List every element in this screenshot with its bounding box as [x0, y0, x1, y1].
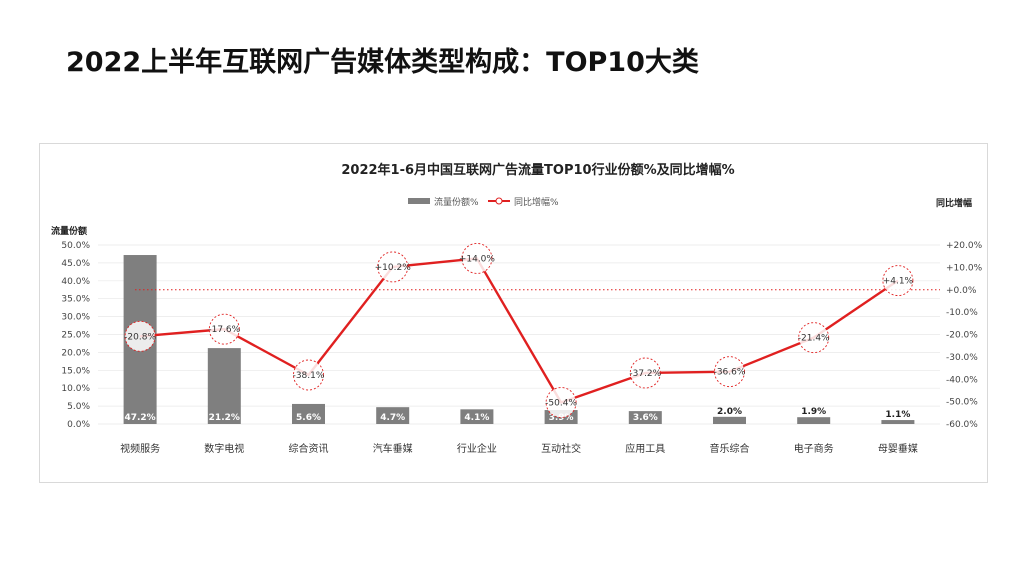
- growth-data-label: -17.6%: [208, 325, 240, 335]
- legend-label-line: 同比增幅%: [514, 196, 559, 208]
- growth-data-label: +4.1%: [883, 277, 914, 287]
- chart-legend: 流量份额% 同比增幅%: [408, 196, 559, 208]
- bar: [292, 403, 325, 424]
- y-axis-title: 流量份额: [51, 225, 87, 237]
- y-tick-label: 5.0%: [67, 402, 90, 412]
- bar: [460, 409, 494, 424]
- growth-marker: [293, 359, 324, 391]
- legend-swatch-bar: [408, 198, 430, 204]
- y2-tick-label: -60.0%: [946, 420, 978, 430]
- growth-data-label: -36.6%: [714, 368, 746, 378]
- y-tick-label: 40.0%: [61, 277, 90, 287]
- bar-data-label: 3.6%: [633, 413, 658, 423]
- bar-data-label: 5.6%: [296, 413, 321, 423]
- y2-tick-label: -50.0%: [946, 398, 978, 408]
- bar: [207, 348, 241, 424]
- legend-swatch-marker: [495, 197, 503, 205]
- y2-axis-ticks: -60.0% -50.0% -40.0% -30.0% -20.0% -10.0% +0.0…: [946, 241, 983, 430]
- bar-data-label: 1.1%: [885, 410, 910, 420]
- growth-marker: [882, 265, 914, 297]
- y2-tick-label: +0.0%: [946, 286, 977, 296]
- growth-marker: [629, 357, 661, 389]
- growth-marker: [461, 242, 493, 274]
- y-tick-label: 50.0%: [61, 241, 90, 251]
- growth-marker: [208, 313, 240, 345]
- y2-tick-label: -40.0%: [946, 375, 978, 385]
- bar-data-label: 4.7%: [380, 413, 405, 423]
- x-tick-label: 汽车垂媒: [373, 442, 413, 455]
- growth-data-label: +10.2%: [375, 263, 412, 273]
- legend-label-bar: 流量份额%: [434, 196, 479, 208]
- bar: [376, 407, 410, 424]
- bar-data-label: 1.9%: [801, 407, 826, 417]
- y-tick-label: 45.0%: [61, 259, 90, 269]
- growth-data-label: -50.4%: [545, 399, 577, 409]
- combo-chart: 2022年1-6月中国互联网广告流量TOP10行业份额%及同比增幅% 流量份额%…: [51, 162, 983, 455]
- bar-data-label: 47.2%: [124, 413, 155, 423]
- y2-tick-label: -10.0%: [946, 308, 978, 318]
- y-tick-label: 15.0%: [61, 366, 90, 376]
- x-tick-label: 互动社交: [541, 442, 581, 455]
- bar-data-label: 3.9%: [549, 413, 574, 423]
- x-tick-label: 视频服务: [120, 442, 160, 455]
- bar: [881, 420, 915, 424]
- y2-axis-title: 同比增幅: [936, 197, 972, 209]
- chart-frame: 2022年1-6月中国互联网广告流量TOP10行业份额%及同比增幅% 流量份额%…: [39, 143, 988, 483]
- growth-line: [139, 257, 899, 404]
- x-tick-label: 音乐综合: [710, 442, 750, 455]
- y-tick-label: 30.0%: [61, 313, 90, 323]
- bar: [628, 411, 662, 424]
- bar: [713, 416, 746, 424]
- growth-marker: [798, 322, 830, 354]
- y-tick-label: 35.0%: [61, 295, 90, 305]
- growth-data-label: -21.4%: [798, 334, 830, 344]
- bar-data-label: 2.0%: [717, 407, 742, 417]
- bar-data-label: 4.1%: [464, 413, 489, 423]
- x-tick-label: 行业企业: [457, 442, 497, 455]
- growth-data-label: +14.0%: [459, 254, 496, 264]
- y-axis-ticks: 0.0% 5.0% 10.0% 15.0% 20.0% 25.0% 30.0% 35.0% 40…: [61, 241, 90, 430]
- growth-data-label: -37.2%: [629, 369, 661, 379]
- line-series: [139, 257, 899, 404]
- line-markers: -20.8% -17.6% -38.1% +10.2% +14.0% -50.4% -37.…: [124, 242, 914, 418]
- growth-data-label: -20.8%: [124, 332, 156, 342]
- y2-tick-label: +10.0%: [946, 263, 983, 273]
- bar-data-labels: 47.2% 21.2% 5.6% 4.7% 4.1% 3.9% 3.6% 2.0% 1.9% 1.…: [124, 407, 910, 423]
- x-tick-label: 综合资讯: [289, 442, 329, 455]
- growth-marker: [377, 251, 409, 283]
- x-tick-label: 数字电视: [204, 442, 244, 455]
- x-tick-label: 应用工具: [625, 442, 665, 455]
- y2-tick-label: -20.0%: [946, 331, 978, 341]
- y-tick-label: 20.0%: [61, 348, 90, 358]
- x-tick-label: 电子商务: [794, 442, 834, 455]
- chart-title: 2022年1-6月中国互联网广告流量TOP10行业份额%及同比增幅%: [341, 162, 734, 178]
- y-tick-label: 0.0%: [67, 420, 90, 430]
- x-axis-labels: 视频服务 数字电视 综合资讯 汽车垂媒 行业企业 互动社交 应用工具 音乐综合 电子商务 母婴垂媒: [120, 442, 918, 455]
- growth-marker: [124, 320, 156, 352]
- x-tick-label: 母婴垂媒: [878, 443, 918, 455]
- growth-marker: [545, 387, 577, 418]
- growth-marker: [714, 356, 745, 388]
- growth-data-label: -38.1%: [293, 371, 325, 381]
- y-tick-label: 10.0%: [61, 384, 90, 394]
- bar: [797, 417, 831, 424]
- y2-tick-label: -30.0%: [946, 353, 978, 363]
- slide-title: 2022上半年互联网广告媒体类型构成：TOP10大类: [66, 47, 699, 78]
- y-tick-label: 25.0%: [61, 331, 90, 341]
- bar-data-label: 21.2%: [209, 413, 240, 423]
- y2-tick-label: +20.0%: [946, 241, 983, 251]
